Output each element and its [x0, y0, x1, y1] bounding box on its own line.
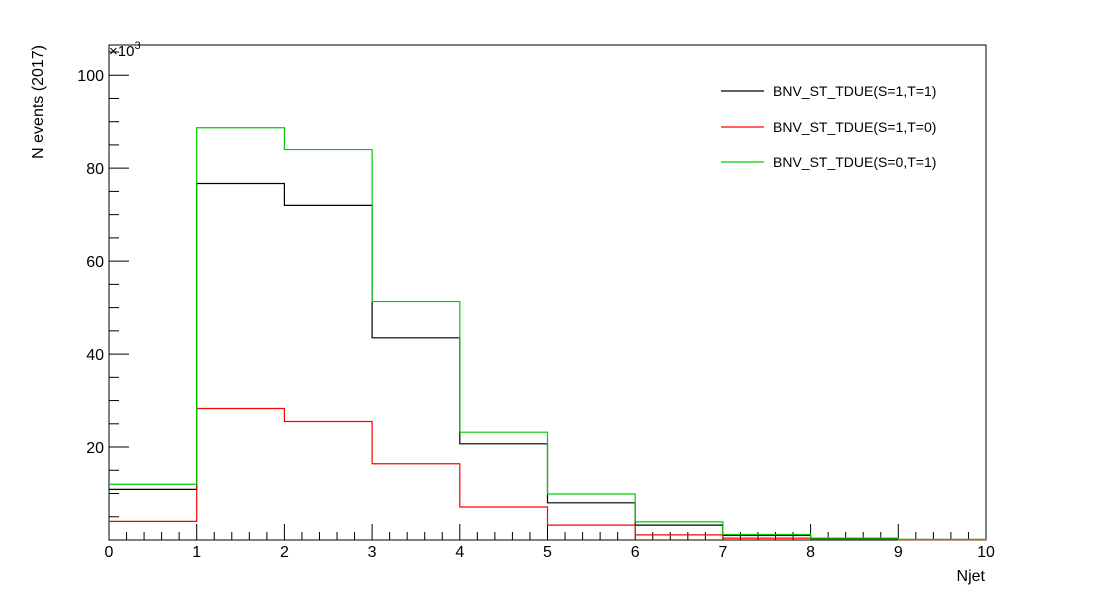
x-tick-label: 10: [977, 544, 995, 561]
series-line-3: [109, 127, 986, 541]
legend-label-1: BNV_ST_TDUE(S=1,T=1): [773, 83, 936, 99]
y-axis-multiplier: ×103: [109, 40, 141, 60]
x-tick-label: 4: [455, 544, 464, 561]
x-tick-label: 9: [894, 544, 903, 561]
legend: BNV_ST_TDUE(S=1,T=1) BNV_ST_TDUE(S=1,T=0)…: [721, 83, 936, 170]
x-tick-label: 1: [192, 544, 201, 561]
series-line-2: [109, 407, 986, 541]
x-tick-label: 5: [543, 544, 552, 561]
x-tick-label: 7: [718, 544, 727, 561]
y-axis-label: N events (2017): [30, 45, 47, 159]
y-tick-label: 80: [86, 161, 104, 178]
y-tick-label: 40: [86, 347, 104, 364]
x-tick-label: 8: [806, 544, 815, 561]
legend-label-2: BNV_ST_TDUE(S=1,T=0): [773, 119, 936, 135]
legend-label-3: BNV_ST_TDUE(S=0,T=1): [773, 154, 936, 170]
y-axis-ticks: 20 40 60 80 100: [77, 51, 129, 541]
y-multiplier-base: ×10: [109, 43, 134, 60]
y-tick-label: 20: [86, 440, 104, 457]
y-multiplier-exponent: 3: [134, 40, 140, 52]
x-axis-ticks: 0 1 2 3 4 5 6 7 8 9 10: [105, 524, 995, 561]
x-tick-label: 3: [368, 544, 377, 561]
y-tick-label: 100: [77, 68, 104, 85]
series-layer: [109, 127, 986, 541]
y-tick-label: 60: [86, 254, 104, 271]
x-tick-label: 6: [631, 544, 640, 561]
x-tick-label: 0: [105, 544, 114, 561]
x-axis-label: Njet: [957, 568, 986, 585]
x-tick-label: 2: [280, 544, 289, 561]
